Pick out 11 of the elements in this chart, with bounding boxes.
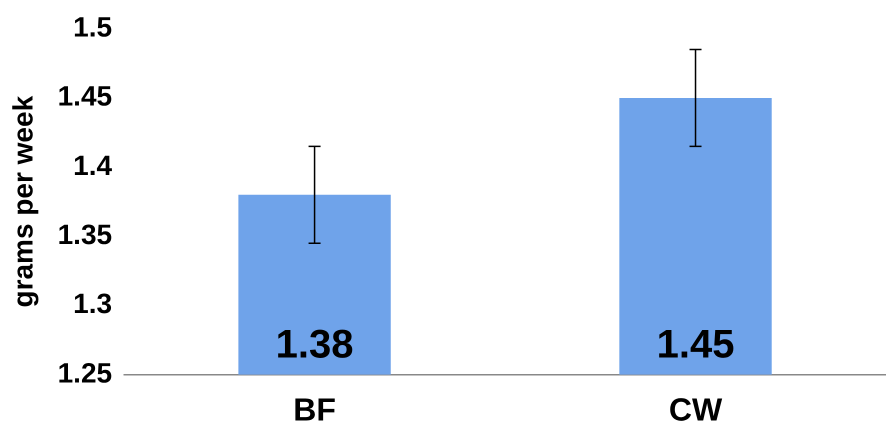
y-axis-title: grams per week xyxy=(8,95,39,308)
y-tick-label: 1.25 xyxy=(58,357,112,388)
y-tick-label: 1.5 xyxy=(73,12,112,43)
y-tick-label: 1.4 xyxy=(73,150,113,181)
data-label: 1.45 xyxy=(656,322,734,367)
y-tick-label: 1.45 xyxy=(58,80,112,112)
x-tick-label: BF xyxy=(293,392,336,428)
x-tick-label: CW xyxy=(668,392,723,428)
y-tick-label: 1.3 xyxy=(73,288,112,320)
data-label: 1.38 xyxy=(276,322,354,367)
y-tick-label: 1.35 xyxy=(58,219,112,250)
